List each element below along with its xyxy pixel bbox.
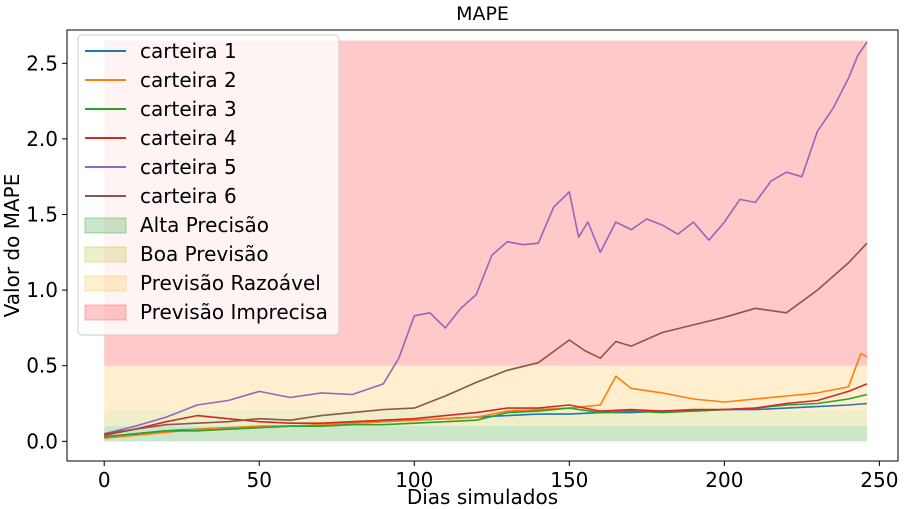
legend-label-band-3: Previsão Imprecisa	[140, 300, 328, 324]
legend-swatch-band-3	[84, 304, 127, 321]
y-tick-label: 2.5	[26, 51, 58, 75]
x-tick-label: 150	[550, 468, 588, 492]
legend-label-band-2: Previsão Razoável	[140, 271, 321, 295]
x-tick-label: 50	[247, 468, 272, 492]
legend-label-series-2: carteira 2	[140, 68, 237, 92]
y-tick-label: 0.0	[26, 429, 58, 453]
x-tick-label: 0	[98, 468, 111, 492]
series-line-4	[104, 383, 868, 437]
legend-label-series-1: carteira 1	[140, 39, 237, 63]
x-tick-label: 100	[395, 468, 433, 492]
band-0	[104, 426, 867, 442]
legend-label-band-1: Boa Previsão	[140, 242, 269, 266]
x-tick-label: 200	[705, 468, 743, 492]
band-2	[104, 365, 867, 412]
legend-swatch-band-2	[84, 275, 127, 292]
x-axis-title: Dias simulados	[407, 485, 558, 509]
legend-label-series-4: carteira 4	[140, 126, 237, 150]
legend-swatch-band-1	[84, 246, 127, 263]
legend-label-band-0: Alta Precisão	[140, 213, 269, 237]
x-axis-ticks: 0 50 100 150 200 250	[98, 461, 898, 492]
legend: carteira 1 carteira 2 carteira 3 carteira 4…	[77, 34, 340, 336]
x-tick-label: 250	[860, 468, 898, 492]
series-lines	[104, 41, 868, 440]
y-tick-label: 2.0	[26, 127, 58, 151]
y-tick-label: 1.5	[26, 202, 58, 226]
y-tick-label: 0.5	[26, 354, 58, 378]
legend-label-series-3: carteira 3	[140, 97, 237, 121]
y-axis-ticks: 0.0 0.5 1.0 1.5 2.0 2.5	[26, 51, 67, 453]
legend-swatch-band-0	[84, 217, 127, 234]
legend-box	[77, 34, 340, 336]
y-tick-label: 1.0	[26, 278, 58, 302]
legend-label-series-5: carteira 5	[140, 155, 237, 179]
chart-title: MAPE	[456, 3, 509, 25]
legend-label-series-6: carteira 6	[140, 184, 237, 208]
series-line-6	[104, 242, 868, 435]
series-line-5	[104, 41, 868, 435]
plot-frame	[66, 29, 899, 462]
y-axis-title: Valor do MAPE	[0, 174, 24, 318]
series-line-2	[104, 352, 868, 440]
